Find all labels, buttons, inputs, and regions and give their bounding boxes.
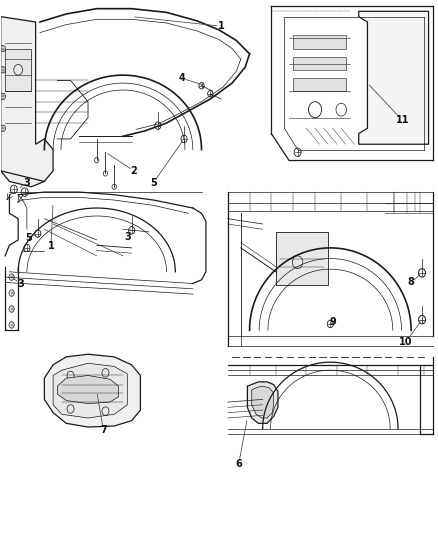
Bar [5, 49, 31, 91]
Bar [293, 78, 346, 91]
Polygon shape [57, 375, 119, 403]
Bar [293, 35, 346, 49]
Text: 8: 8 [408, 278, 414, 287]
Text: 7: 7 [100, 425, 107, 435]
Text: 10: 10 [399, 337, 413, 347]
Text: 3: 3 [24, 177, 30, 188]
Text: 1: 1 [48, 241, 54, 251]
Text: 3: 3 [17, 279, 24, 288]
Text: 4: 4 [179, 74, 185, 83]
Bar [293, 56, 346, 70]
Bar [276, 232, 328, 285]
Text: 5: 5 [26, 233, 32, 244]
Text: 5: 5 [150, 177, 157, 188]
Polygon shape [44, 354, 141, 427]
Text: 2: 2 [131, 166, 137, 176]
Polygon shape [252, 386, 274, 418]
Text: 1: 1 [218, 21, 225, 31]
Text: 3: 3 [124, 232, 131, 242]
Polygon shape [53, 364, 127, 418]
Polygon shape [359, 11, 428, 144]
Polygon shape [247, 382, 278, 423]
Text: 9: 9 [329, 317, 336, 327]
Text: 6: 6 [235, 459, 242, 469]
Polygon shape [1, 17, 53, 187]
Text: 11: 11 [396, 115, 409, 125]
